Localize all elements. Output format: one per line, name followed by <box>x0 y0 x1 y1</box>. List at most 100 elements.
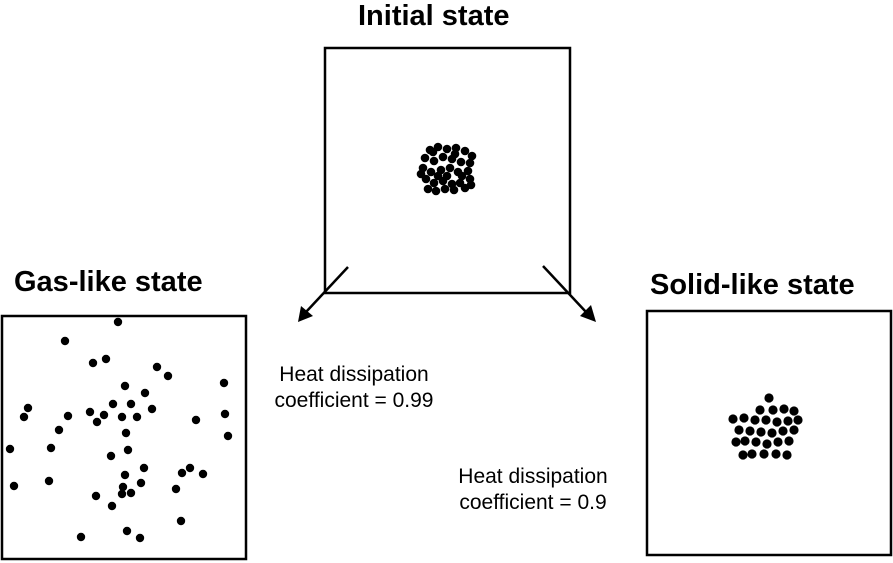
gas-particle <box>108 399 118 409</box>
initial-particle <box>426 167 436 177</box>
initial-particle <box>450 149 460 159</box>
initial-particle <box>440 184 450 194</box>
solid-particle <box>739 413 749 423</box>
solid-particle <box>755 405 765 415</box>
gas-caption-line1: Heat dissipation <box>279 363 429 386</box>
gas-particle <box>107 501 117 511</box>
gas-particle <box>113 317 123 327</box>
arrow-to-solid <box>542 265 596 322</box>
gas-particle <box>120 381 130 391</box>
solid-particle <box>773 437 783 447</box>
gas-particle <box>92 417 102 427</box>
gas-particle <box>120 470 130 480</box>
gas-particle <box>54 425 64 435</box>
gas-particle <box>220 409 230 419</box>
gas-state-title: Gas-like state <box>14 266 203 298</box>
gas-particle <box>76 532 86 542</box>
gas-particle <box>126 488 136 498</box>
gas-particle <box>117 412 127 422</box>
gas-particle <box>63 411 73 421</box>
gas-particle <box>139 463 149 473</box>
solid-particle <box>750 415 760 425</box>
arrow-head-solid <box>580 305 596 322</box>
gas-particle <box>198 469 208 479</box>
solid-particle <box>762 439 772 449</box>
gas-particle <box>223 431 233 441</box>
gas-particle <box>121 428 131 438</box>
solid-particle <box>783 416 793 426</box>
initial-state-panel <box>323 46 572 295</box>
arrow-head-gas <box>298 306 313 322</box>
initial-particle <box>467 151 477 161</box>
solid-particle <box>789 406 799 416</box>
gas-particle <box>23 403 33 413</box>
solid-particle <box>771 449 781 459</box>
solid-particle <box>745 426 755 436</box>
solid-particle <box>738 450 748 460</box>
gas-particle <box>106 451 116 461</box>
solid-particle <box>789 425 799 435</box>
gas-particle <box>91 491 101 501</box>
gas-particle <box>5 444 15 454</box>
initial-particle <box>465 158 475 168</box>
initial-particle <box>463 166 473 176</box>
gas-particle <box>126 399 136 409</box>
gas-particle <box>177 468 187 478</box>
solid-particle <box>778 426 788 436</box>
solid-particle <box>756 427 766 437</box>
gas-particle <box>176 516 186 526</box>
initial-particle <box>449 185 459 195</box>
initial-particle <box>442 144 452 154</box>
solid-dissipation-caption: Heat dissipation coefficient = 0.9 <box>438 464 628 516</box>
initial-particle <box>442 171 452 181</box>
solid-particle <box>761 415 771 425</box>
solid-particle <box>731 437 741 447</box>
gas-particle <box>171 484 181 494</box>
gas-particle <box>135 533 145 543</box>
solid-caption-line1: Heat dissipation <box>458 465 608 488</box>
solid-caption-line2: coefficient = 0.9 <box>459 491 607 514</box>
initial-particle-cluster <box>416 142 477 196</box>
initial-particle <box>456 157 466 167</box>
initial-particle <box>429 156 439 166</box>
solid-particle <box>772 417 782 427</box>
gas-dissipation-caption: Heat dissipation coefficient = 0.99 <box>256 362 452 414</box>
gas-particle <box>152 362 162 372</box>
initial-particle <box>457 171 467 181</box>
initial-state-title: Initial state <box>358 0 510 32</box>
initial-particle <box>431 186 441 196</box>
solid-particle <box>782 450 792 460</box>
solid-particle <box>734 425 744 435</box>
solid-state-title: Solid-like state <box>650 269 855 301</box>
gas-particle <box>136 478 146 488</box>
solid-particle-cluster <box>728 393 803 460</box>
initial-particle <box>423 184 433 194</box>
initial-particle <box>433 171 443 181</box>
gas-particle <box>147 404 157 414</box>
gas-particle <box>85 407 95 417</box>
gas-particle <box>44 476 54 486</box>
solid-particle <box>779 404 789 414</box>
gas-particle-field <box>5 317 233 543</box>
gas-particle <box>19 412 29 422</box>
gas-particle <box>117 489 127 499</box>
solid-particle <box>767 428 777 438</box>
gas-particle <box>185 463 195 473</box>
arrow-to-gas <box>298 266 349 322</box>
initial-particle <box>460 146 470 156</box>
gas-particle <box>118 482 128 492</box>
initial-state-box <box>323 46 572 295</box>
gas-particle <box>163 371 173 381</box>
initial-particle <box>445 163 455 173</box>
solid-particle <box>747 449 757 459</box>
gas-particle <box>219 378 229 388</box>
gas-particle <box>191 415 201 425</box>
gas-particle <box>101 354 111 364</box>
initial-particle <box>438 152 448 162</box>
initial-particle <box>466 180 476 190</box>
solid-particle <box>768 405 778 415</box>
solid-particle <box>793 415 803 425</box>
solid-state-box <box>645 309 893 557</box>
gas-particle <box>88 358 98 368</box>
solid-particle <box>784 436 794 446</box>
